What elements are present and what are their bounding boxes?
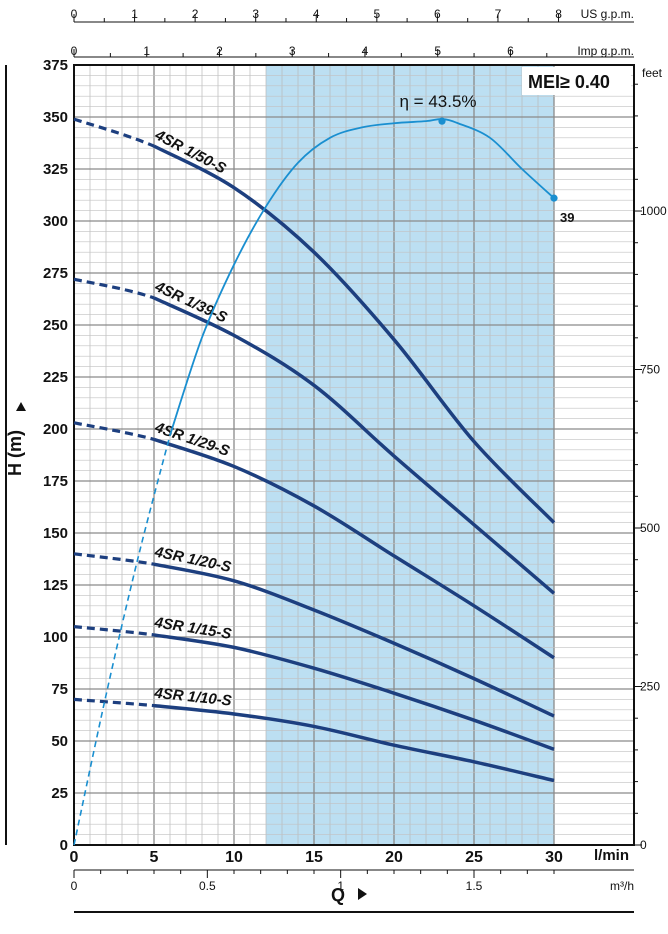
y-tick-label: 350: [43, 109, 68, 126]
y-tick-label: 50: [51, 733, 68, 750]
feet-tick-label: 500: [640, 521, 660, 535]
plot-frame: [73, 64, 635, 846]
y-tick-label: 150: [43, 525, 68, 542]
x-axis-title: Q: [331, 885, 345, 905]
efficiency-peak-marker: [438, 117, 446, 125]
y-axis-arrow: [16, 402, 26, 411]
feet-tick-label: 250: [640, 680, 660, 694]
mei-badge: [522, 67, 631, 95]
imp-tick-label: 0: [71, 44, 78, 58]
feet-axis: 0 250 500 750 1000 feet: [634, 66, 667, 852]
imp-tick-label: 2: [216, 44, 223, 58]
x-tick-label: 20: [385, 849, 403, 866]
y-tick-label: 0: [60, 837, 68, 854]
y-tick-label: 75: [51, 681, 68, 698]
us-gpm-axis: 0 1 2 3 4 5 6 7 8 US g.p.m.: [71, 7, 634, 23]
curve-dashed-segment: [73, 421, 155, 441]
us-tick-label: 5: [373, 7, 380, 21]
y-tick-label: 175: [43, 473, 68, 490]
m3h-axis-label: m³/h: [610, 879, 634, 893]
m3h-tick-label: 1.5: [466, 879, 483, 893]
imp-tick-label: 1: [143, 44, 150, 58]
m3h-tick-label: 1: [337, 879, 344, 893]
x-tick-label: 25: [465, 849, 483, 866]
curve-dashed-segment: [73, 625, 155, 637]
curve-dashed-segment: [73, 697, 155, 708]
feet-tick-label: 750: [640, 363, 660, 377]
y-tick-label: 275: [43, 265, 68, 282]
us-tick-label: 2: [192, 7, 199, 21]
y-tick-label: 375: [43, 57, 68, 74]
curve-4sr-1-50-s: [153, 144, 556, 524]
x-tick-label: 10: [225, 849, 243, 866]
m3h-tick-label: 0: [71, 879, 78, 893]
m3h-tick-label: 0.5: [199, 879, 216, 893]
feet-tick-label: 1000: [640, 204, 667, 218]
imp-tick-label: 4: [362, 44, 369, 58]
curve-4sr-1-15-s: [153, 633, 555, 751]
y-tick-label: 200: [43, 421, 68, 438]
us-tick-label: 0: [71, 7, 78, 21]
us-axis-label: US g.p.m.: [581, 7, 634, 21]
curve-4sr-1-10-s: [153, 703, 555, 783]
us-tick-label: 1: [131, 7, 138, 21]
us-tick-label: 4: [313, 7, 320, 21]
efficiency-peak-label: η = 43.5%: [399, 92, 476, 111]
imp-tick-label: 3: [289, 44, 296, 58]
y-tick-label: 25: [51, 785, 68, 802]
y-tick-label: 125: [43, 577, 68, 594]
efficiency-dashed-segment: [73, 435, 171, 846]
y-axis-title: H (m): [5, 430, 25, 476]
x-unit-label: l/min: [594, 847, 629, 864]
efficiency-end-marker: [550, 194, 558, 202]
efficiency-curve: η = 43.5% 39: [73, 92, 574, 846]
curve-dashed-segment: [73, 552, 155, 566]
imp-tick-label: 5: [434, 44, 441, 58]
x-axis-arrow: [358, 888, 367, 900]
curve-4sr-1-20-s: [153, 562, 555, 718]
x-tick-label: 0: [70, 849, 79, 866]
imp-axis-label: Imp g.p.m.: [577, 44, 634, 58]
imp-gpm-axis: 0 1 2 3 4 5 6 Imp g.p.m.: [71, 44, 634, 58]
x-tick-label: 5: [150, 849, 159, 866]
imp-tick-label: 6: [507, 44, 514, 58]
efficiency-end-label: 39: [560, 210, 574, 225]
us-tick-label: 7: [495, 7, 502, 21]
us-tick-label: 8: [555, 7, 562, 21]
efficiency-solid-segment: [169, 118, 555, 436]
curve-4sr-1-39-s: [153, 296, 556, 595]
y-tick-label: 325: [43, 161, 68, 178]
mei-label: MEI≥ 0.40: [528, 72, 610, 92]
x-tick-label: 30: [545, 849, 563, 866]
m3h-axis: 0 0.5 1 1.5 m³/h: [71, 869, 634, 893]
us-tick-label: 6: [434, 7, 441, 21]
y-tick-label: 225: [43, 369, 68, 386]
y-tick-label: 300: [43, 213, 68, 230]
feet-tick-label: 0: [640, 838, 647, 852]
y-tick-label: 100: [43, 629, 68, 646]
curve-dashed-segment: [73, 117, 155, 148]
y-tick-labels: 0 25 50 75 100 125 150 175 200 225 250 275 300 325 350…: [43, 57, 68, 854]
curve-label: 4SR 1/15-S: [152, 614, 232, 643]
us-tick-label: 3: [252, 7, 259, 21]
curve-dashed-segment: [73, 277, 155, 300]
x-tick-labels: 0 5 10 15 20 25 30: [70, 849, 563, 866]
curve-4sr-1-29-s: [153, 437, 555, 660]
x-tick-label: 15: [305, 849, 323, 866]
y-tick-label: 250: [43, 317, 68, 334]
feet-axis-label: feet: [642, 66, 663, 80]
